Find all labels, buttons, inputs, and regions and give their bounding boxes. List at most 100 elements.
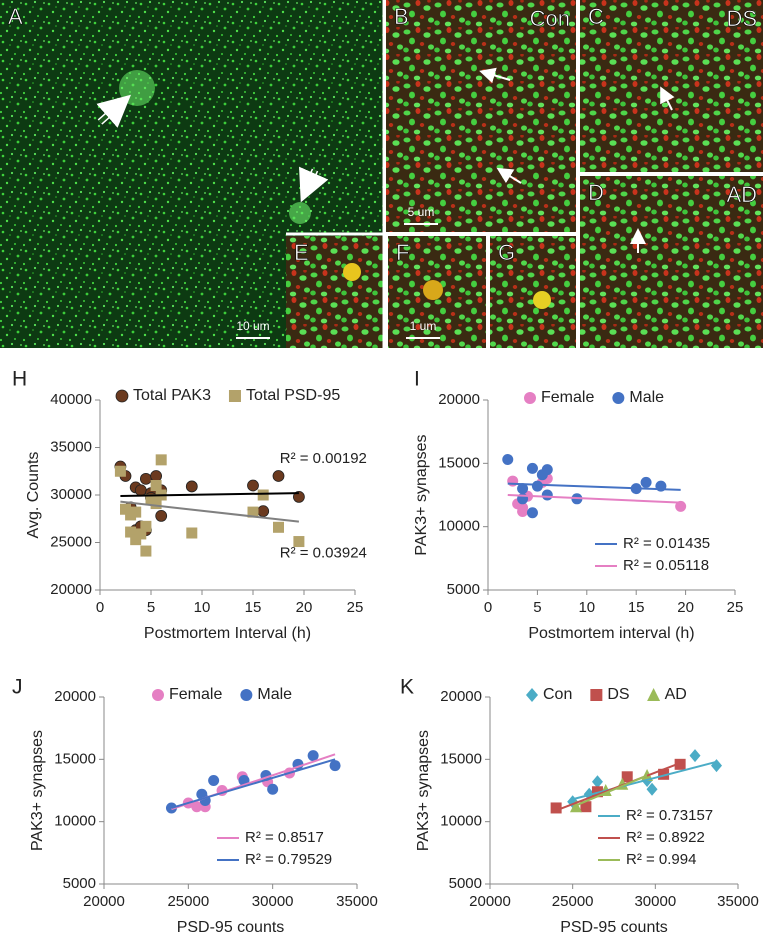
point: [257, 505, 270, 518]
point: [689, 749, 701, 763]
panel-letter: I: [414, 368, 420, 391]
legend-label: Total PSD-95: [246, 387, 340, 404]
y-tick-label: 40000: [50, 391, 92, 408]
x-axis-label: Postmortem Interval (h): [144, 625, 311, 642]
legend-marker: [526, 688, 538, 702]
legend-label: DS: [607, 686, 629, 703]
point: [140, 520, 152, 532]
point: [541, 464, 553, 476]
trend-legend-label: R² = 0.79529: [245, 851, 332, 868]
panel-letter: D: [588, 180, 604, 205]
point: [541, 489, 553, 501]
x-tick-label: 35000: [717, 893, 759, 910]
point: [675, 500, 687, 512]
legend-label: Male: [629, 389, 664, 406]
micrograph: [490, 236, 576, 348]
y-tick-label: 10000: [54, 813, 96, 830]
puncta: [533, 291, 551, 309]
point: [120, 503, 131, 515]
x-tick-label: 10: [578, 599, 595, 616]
panel-letter: A: [8, 4, 23, 29]
point: [267, 783, 279, 795]
panel-letter: B: [394, 4, 409, 29]
trendline: [507, 494, 681, 504]
x-tick-label: 30000: [634, 893, 676, 910]
trendline: [120, 500, 300, 523]
r-squared: R² = 0.00192: [280, 450, 367, 467]
legend-marker: [115, 389, 129, 403]
x-tick-label: 35000: [336, 893, 378, 910]
trendline: [171, 758, 336, 809]
x-tick-label: 20: [677, 599, 694, 616]
micrograph: [386, 0, 576, 232]
arrow: [496, 167, 522, 184]
micrograph: [286, 236, 383, 348]
x-tick-label: 30000: [252, 893, 294, 910]
point: [517, 502, 529, 514]
point: [272, 470, 285, 482]
x-tick-label: 20: [296, 599, 313, 616]
point: [293, 536, 305, 548]
point: [140, 545, 152, 557]
y-axis-label: PAK3+ synapses: [413, 434, 430, 555]
point: [139, 472, 152, 485]
condition-label: Con: [530, 6, 570, 31]
point: [135, 528, 147, 540]
trend-legend-label: R² = 0.05118: [623, 557, 709, 574]
y-tick-label: 30000: [50, 486, 92, 503]
scale-bar-label: 10 um: [236, 319, 269, 333]
scale-bar-label: 5 um: [408, 205, 435, 219]
point: [155, 510, 168, 522]
point: [591, 775, 603, 789]
micrograph: [580, 0, 763, 172]
y-axis-label: PAK3+ synapses: [415, 730, 432, 851]
y-tick-label: 10000: [440, 813, 482, 830]
x-axis-label: PSD-95 counts: [177, 919, 285, 936]
condition-label: AD: [726, 182, 757, 207]
x-tick-label: 0: [96, 599, 104, 616]
legend-label: Female: [169, 686, 222, 703]
legend-marker: [647, 688, 661, 701]
legend-marker: [152, 689, 164, 701]
point: [569, 800, 582, 813]
point: [191, 801, 203, 813]
y-tick-label: 35000: [50, 438, 92, 455]
trend-legend-label: R² = 0.994: [626, 851, 696, 868]
x-axis-label: Postmortem interval (h): [528, 625, 694, 642]
trend-legend-label: R² = 0.01435: [623, 535, 710, 552]
point: [247, 479, 259, 492]
y-tick-label: 5000: [447, 581, 480, 598]
point: [658, 768, 670, 780]
trend-legend-label: R² = 0.73157: [626, 807, 713, 824]
legend-marker: [590, 689, 603, 701]
x-tick-label: 10: [194, 599, 211, 616]
point: [550, 802, 562, 814]
panel-letter: C: [588, 4, 604, 29]
point: [646, 782, 658, 796]
arrow: [96, 94, 132, 128]
panel-letter: F: [396, 240, 409, 265]
puncta: [343, 263, 361, 281]
y-tick-label: 25000: [50, 533, 92, 550]
y-axis-label: PAK3+ synapses: [29, 730, 46, 851]
point: [150, 480, 162, 491]
point: [640, 476, 652, 488]
y-axis-label: Avg. Counts: [25, 452, 42, 539]
arrow: [660, 86, 675, 111]
y-tick-label: 15000: [438, 454, 480, 471]
point: [292, 490, 305, 503]
panel-letter: K: [400, 676, 414, 699]
legend-marker: [524, 392, 536, 404]
x-tick-label: 25: [347, 599, 364, 616]
trendline: [572, 760, 717, 801]
trendline: [575, 774, 648, 807]
legend-marker: [240, 689, 253, 701]
y-tick-label: 5000: [63, 875, 96, 892]
point: [130, 506, 142, 518]
arrow: [299, 166, 329, 203]
trend-legend-label: R² = 0.8517: [245, 829, 324, 846]
legend-marker: [228, 390, 241, 402]
x-tick-label: 0: [484, 599, 492, 616]
x-axis-label: PSD-95 counts: [560, 919, 668, 936]
point: [621, 771, 633, 783]
